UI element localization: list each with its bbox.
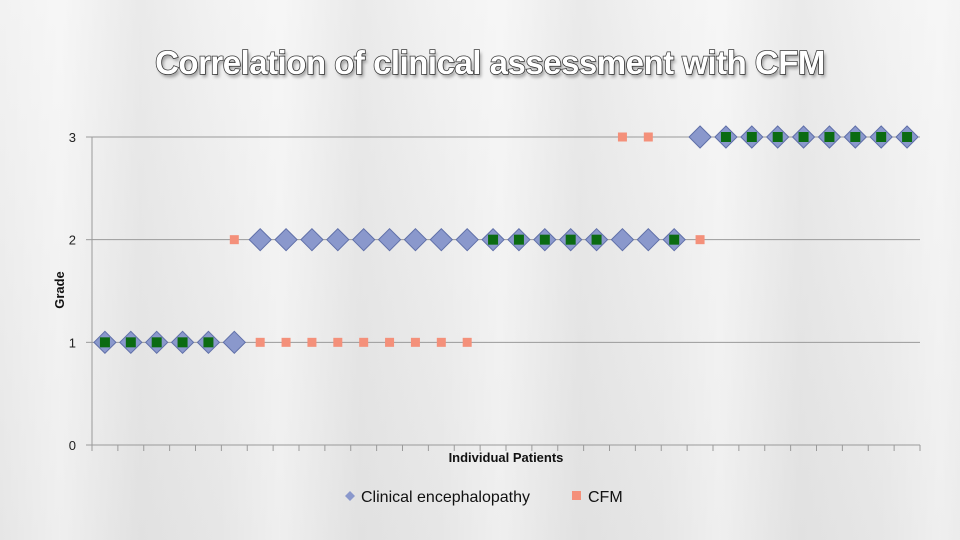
cfm-point [617,132,627,142]
legend: Clinical encephalopathy CFM [345,489,623,506]
legend-label-clinical: Clinical encephalopathy [361,489,530,506]
cfm-point [359,337,369,347]
y-tick-label: 1 [69,335,76,350]
cfm-point-overlap [772,132,783,142]
cfm-point [462,337,472,347]
legend-item-clinical: Clinical encephalopathy [345,489,530,506]
cfm-point-overlap [876,132,887,142]
clinical-point [403,227,428,252]
cfm-point [281,337,291,347]
legend-label-cfm: CFM [588,489,623,506]
cfm-point [643,132,653,142]
clinical-point [300,227,324,252]
gridlines [92,136,920,446]
axes: 0 1 2 3 [69,130,921,453]
cfm-point-overlap [151,337,162,348]
clinical-point [248,227,272,252]
slide-title: Correlation of clinical assessment with … [154,43,826,82]
cfm-point [410,337,420,347]
cfm-point [436,337,446,347]
cfm-point-overlap [720,132,731,142]
cfm-point [333,337,343,347]
legend-diamond-marker [345,491,355,501]
cfm-point [385,337,395,347]
y-tick-label: 2 [69,233,76,248]
cfm-point [255,337,265,347]
clinical-point [377,227,402,252]
y-tick-label: 3 [69,130,76,145]
cfm-point-overlap [99,337,110,348]
cfm-point-overlap [902,132,913,142]
clinical-point [455,227,479,252]
legend-square-marker [572,491,581,500]
clinical-point [274,227,298,252]
clinical-point [222,330,247,355]
cfm-point-overlap [177,337,188,348]
clinical-point [688,125,712,149]
cfm-point-overlap [591,234,602,245]
y-tick-label: 0 [69,438,76,453]
legend-item-cfm: CFM [572,489,623,506]
cfm-point-overlap [850,132,861,142]
x-axis-title: Individual Patients [449,450,564,465]
cfm-point-overlap [125,337,136,348]
clinical-point [636,227,661,252]
cfm-point-overlap [824,132,835,142]
cfm-point-overlap [798,132,809,142]
cfm-point-overlap [513,234,524,245]
cfm-point [229,235,239,245]
cfm-point-overlap [565,234,576,245]
data-points [93,125,919,355]
clinical-point [351,227,376,252]
cfm-point-overlap [539,234,550,245]
cfm-point-overlap [488,234,499,245]
clinical-point [326,227,350,252]
y-axis-title: Grade [52,271,67,309]
clinical-point [429,227,454,252]
cfm-point [695,235,705,245]
cfm-point-overlap [203,337,214,348]
cfm-point-overlap [669,234,680,245]
clinical-point [610,227,635,252]
cfm-point-overlap [746,132,757,142]
cfm-point [307,337,317,347]
